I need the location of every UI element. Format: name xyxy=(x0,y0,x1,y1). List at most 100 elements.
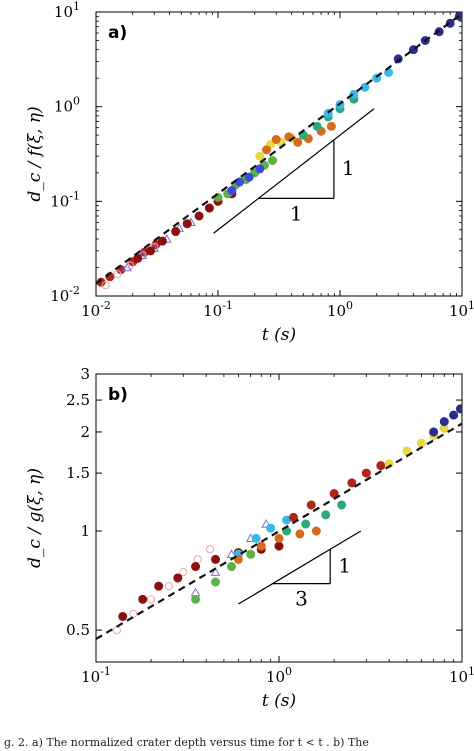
plot-frame xyxy=(95,11,463,297)
y-tick-label: 10-2 xyxy=(50,284,80,305)
series-8 xyxy=(262,121,336,155)
fit-line xyxy=(96,422,462,640)
x-tick-label: 101 xyxy=(449,665,474,686)
y-tick-label: 2 xyxy=(80,423,90,441)
slope-run-label: 3 xyxy=(295,587,308,611)
plot-frame xyxy=(95,373,463,663)
series-10 xyxy=(429,404,462,437)
data-point xyxy=(193,555,202,564)
y-tick-label: 1.5 xyxy=(66,464,90,482)
data-point xyxy=(244,172,254,182)
slope-line xyxy=(213,108,375,234)
data-point xyxy=(211,554,221,564)
data-point xyxy=(113,270,122,279)
data-point xyxy=(129,609,138,619)
data-point xyxy=(255,151,265,161)
x-tick-label: 101 xyxy=(449,299,474,320)
series-1 xyxy=(112,545,215,635)
data-point xyxy=(255,164,265,174)
data-point xyxy=(293,137,303,147)
slope-line xyxy=(238,530,362,605)
data-point xyxy=(205,545,215,554)
x-tick-label: 10-1 xyxy=(203,299,233,320)
data-point xyxy=(449,410,459,420)
data-point xyxy=(194,211,204,221)
y-tick-label: 3 xyxy=(80,365,90,383)
data-point xyxy=(429,427,439,437)
data-point xyxy=(347,478,357,488)
data-point xyxy=(268,155,278,165)
data-point xyxy=(190,587,201,597)
slope-rise-label: 1 xyxy=(338,553,351,577)
data-point xyxy=(154,581,164,591)
series-4 xyxy=(191,549,256,604)
data-point xyxy=(376,461,386,471)
y-tick-label: 2.5 xyxy=(66,391,90,409)
y-tick-label: 10-1 xyxy=(50,189,80,210)
data-point xyxy=(301,519,311,529)
x-tick-label: 100 xyxy=(327,299,353,320)
fit-line xyxy=(96,12,462,285)
data-point xyxy=(312,121,322,131)
panel-label: a) xyxy=(108,23,127,43)
data-point xyxy=(138,594,148,604)
data-point xyxy=(261,519,271,528)
data-point xyxy=(246,549,256,559)
y-axis-label: d_c / f(ξ, η) xyxy=(25,106,45,201)
data-point xyxy=(271,134,281,144)
data-point xyxy=(179,568,188,577)
data-point xyxy=(182,219,192,229)
x-axis-label: t (s) xyxy=(262,325,296,345)
data-point xyxy=(210,567,221,576)
data-point xyxy=(311,526,321,536)
data-point xyxy=(227,186,237,196)
x-tick-label: 100 xyxy=(266,665,292,686)
y-tick-label: 100 xyxy=(54,95,80,116)
data-point xyxy=(234,177,244,187)
series-2 xyxy=(118,541,284,621)
data-point xyxy=(295,529,305,539)
data-point xyxy=(256,541,266,551)
data-point xyxy=(306,500,316,510)
slope-rise-label: 1 xyxy=(342,156,355,180)
data-point xyxy=(164,582,173,591)
data-point xyxy=(274,533,284,543)
y-axis-label: d_c / g(ξ, η) xyxy=(25,468,45,568)
data-point xyxy=(262,145,272,155)
series-10 xyxy=(323,67,394,118)
data-point xyxy=(101,281,110,290)
series-8 xyxy=(282,500,347,536)
data-point xyxy=(157,236,167,246)
data-point xyxy=(226,549,237,558)
x-tick-label: 10-2 xyxy=(81,299,111,320)
data-point xyxy=(122,262,132,272)
data-point xyxy=(173,573,183,583)
data-point xyxy=(337,500,347,510)
x-tick-label: 10-1 xyxy=(81,665,111,686)
slope-run-label: 1 xyxy=(290,201,303,225)
series-7 xyxy=(288,461,386,522)
data-point xyxy=(326,121,336,131)
panel-label: b) xyxy=(108,385,128,405)
chart-panel-2: 10-1 100 101 0.5 1 1.5 2 2.5 3 1 3 b) t (s) d_c / g(ξ… xyxy=(25,365,474,711)
data-point xyxy=(146,246,156,256)
data-point xyxy=(439,417,449,427)
series-5 xyxy=(233,515,292,559)
data-point xyxy=(416,438,426,448)
data-point xyxy=(171,227,181,237)
data-point xyxy=(321,510,331,520)
series-9 xyxy=(384,423,449,469)
data-point xyxy=(266,523,276,533)
series-3 xyxy=(190,519,271,597)
figure-caption: g. 2. a) The normalized crater depth ver… xyxy=(4,736,369,749)
data-point xyxy=(211,577,221,587)
series-6 xyxy=(233,526,321,564)
data-point xyxy=(251,533,261,543)
data-point xyxy=(118,611,128,621)
data-layer xyxy=(112,404,462,635)
data-point xyxy=(274,541,284,551)
chart-panel-1: 10-2 10-1 100 101 10-2 10-1 100 101 1 1 a) t (s) d_c… xyxy=(25,0,474,345)
data-point xyxy=(361,468,371,478)
y-tick-label: 1 xyxy=(80,522,90,540)
